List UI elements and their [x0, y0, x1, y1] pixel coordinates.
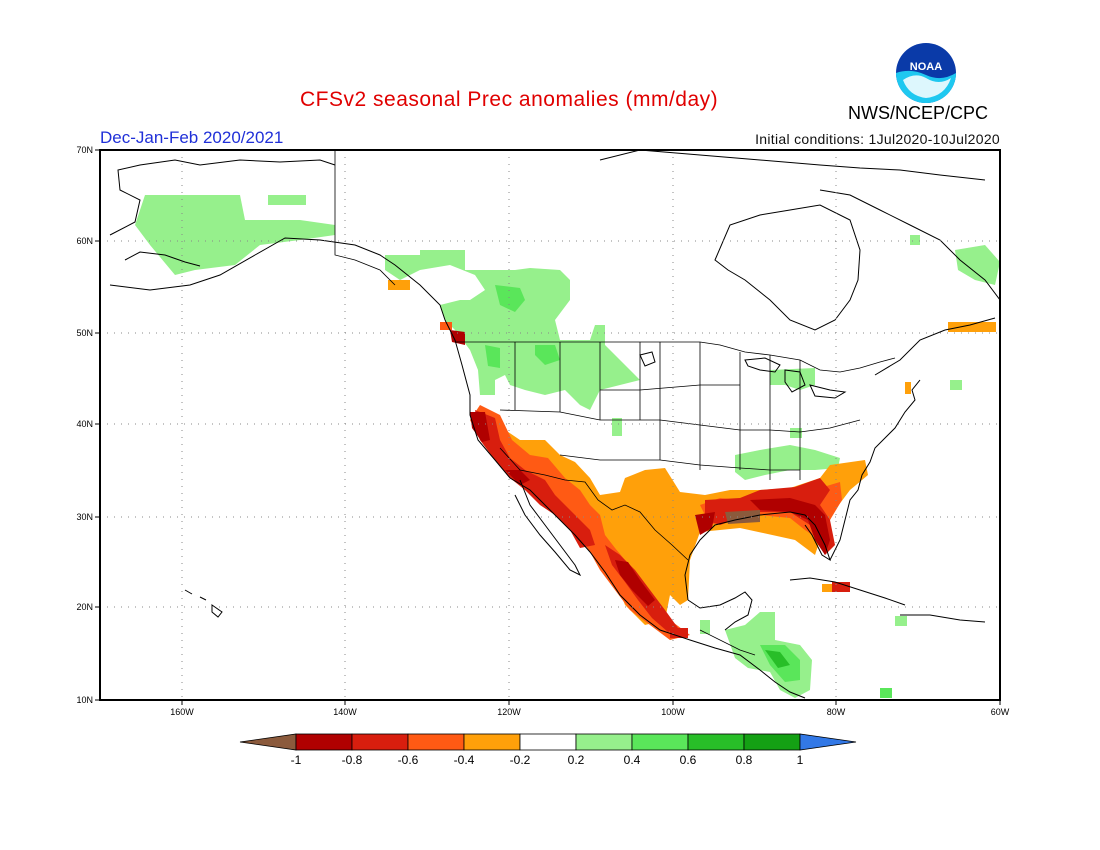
canada-wet-region [385, 250, 640, 410]
initial-conditions-label: Initial conditions: 1Jul2020-10Jul2020 [755, 131, 1000, 147]
colorbar-swatch [687, 733, 745, 751]
colorbar-label: -1 [291, 753, 302, 767]
anomaly-shading [135, 195, 1000, 698]
lat-tick-label: 60N [76, 236, 93, 246]
coastlines [109, 150, 1000, 699]
colorbar-swatch [519, 733, 577, 751]
colorbar-label: 0.4 [624, 753, 641, 767]
lon-tick-label: 140W [333, 707, 357, 717]
precip-anomaly-map: 10N 20N 30N 40N 50N 60N 70N 160W 140W 12… [76, 145, 1010, 717]
tick-marks [95, 149, 1001, 705]
colorbar-swatch [743, 733, 801, 751]
colorbar-label: 0.6 [680, 753, 697, 767]
lon-tick-label: 120W [497, 707, 521, 717]
map-frame [99, 149, 1001, 701]
lat-tick-label: 30N [76, 512, 93, 522]
noaa-logo-icon: NOAA [896, 43, 956, 103]
colorbar-label: -0.8 [342, 753, 363, 767]
logo-text: NOAA [910, 61, 942, 73]
colorbar-label: 0.8 [736, 753, 753, 767]
lon-tick-label: 160W [170, 707, 194, 717]
agency-label: NWS/NCEP/CPC [848, 103, 989, 123]
colorbar-swatch [295, 733, 353, 751]
colorbar-low-arrow [239, 733, 297, 751]
colorbar-swatch [407, 733, 465, 751]
lat-tick-label: 70N [76, 145, 93, 155]
colorbar-swatch [463, 733, 521, 751]
lat-tick-label: 40N [76, 419, 93, 429]
colorbar-swatch [631, 733, 689, 751]
colorbar-label: -0.4 [454, 753, 475, 767]
graticule [100, 150, 1000, 700]
southwest-dry-region [498, 425, 868, 625]
lat-tick-label: 50N [76, 328, 93, 338]
colorbar-swatch [575, 733, 633, 751]
lat-tick-label: 20N [76, 602, 93, 612]
colorbar-high-arrow [799, 733, 857, 751]
colorbar-swatch [351, 733, 409, 751]
gulf-coast-dry-region [705, 478, 835, 555]
alaska-wet-region [135, 195, 335, 275]
colorbar-label: 0.2 [568, 753, 585, 767]
lon-tick-label: 60W [991, 707, 1010, 717]
lat-tick-label: 10N [76, 695, 93, 705]
political-borders [334, 150, 896, 656]
period-label: Dec-Jan-Feb 2020/2021 [100, 128, 284, 147]
colorbar-label: -0.6 [398, 753, 419, 767]
ohio-valley-wet-region [735, 445, 840, 480]
colorbar-label: -0.2 [510, 753, 531, 767]
map-title: CFSv2 seasonal Prec anomalies (mm/day) [300, 88, 719, 111]
lon-tick-label: 100W [661, 707, 685, 717]
colorbar-label: 1 [797, 753, 804, 767]
lon-tick-label: 80W [827, 707, 846, 717]
